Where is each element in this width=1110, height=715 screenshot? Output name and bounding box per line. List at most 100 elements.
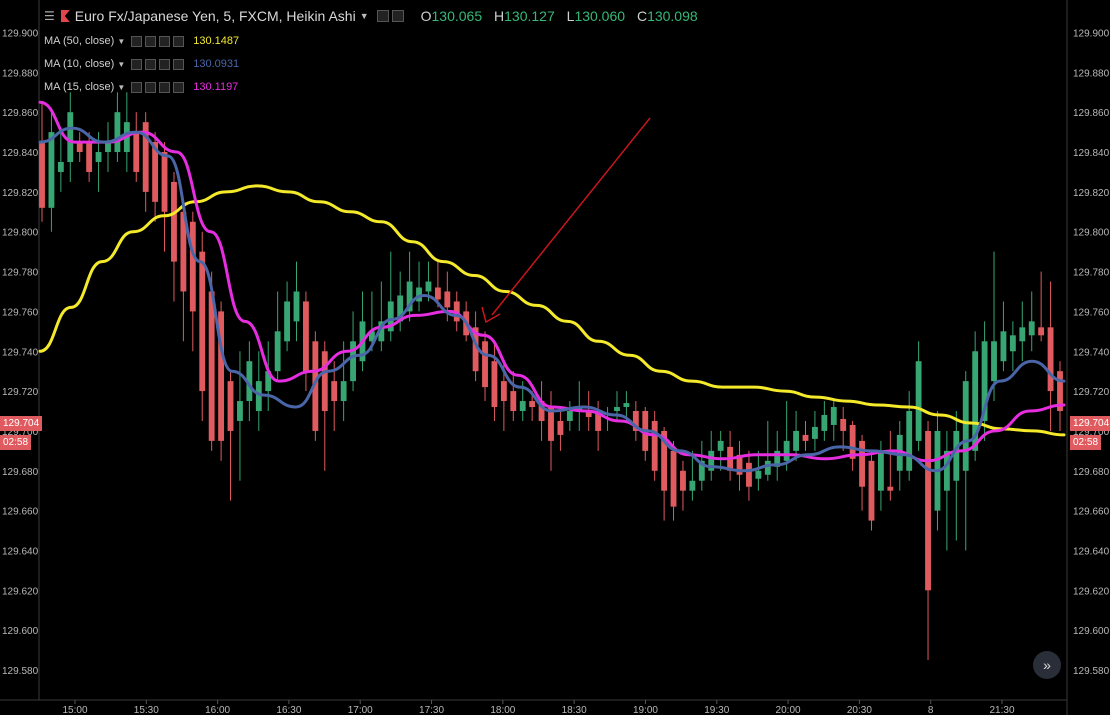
candle-body xyxy=(670,450,677,507)
y-tick-label-left: 129.860 xyxy=(2,108,39,119)
candle-up xyxy=(406,251,413,322)
candle-up xyxy=(812,411,818,451)
candle-body xyxy=(887,486,894,491)
ma15-label[interactable]: MA (15, close) xyxy=(44,81,115,93)
chevron-down-icon[interactable]: ▼ xyxy=(117,82,126,92)
more-icon[interactable] xyxy=(159,58,171,70)
close-icon[interactable] xyxy=(173,81,185,93)
annotation-arrow[interactable] xyxy=(481,117,651,324)
candle-body xyxy=(1047,327,1054,392)
y-tick-label-left: 129.660 xyxy=(2,507,39,518)
candle-body xyxy=(274,331,281,372)
chevron-down-icon[interactable]: ▼ xyxy=(359,11,369,21)
candle-body xyxy=(312,341,319,431)
candle-body xyxy=(434,287,441,300)
symbol-header[interactable]: ☰ Euro Fx/Japanese Yen, 5, FXCM, Heikin … xyxy=(44,8,698,24)
candle-up xyxy=(340,341,347,421)
candle-body xyxy=(529,401,536,408)
close-icon[interactable] xyxy=(391,10,404,22)
y-tick-label-right: 129.580 xyxy=(1073,666,1110,677)
candle-body xyxy=(793,430,799,451)
candle-up xyxy=(255,351,262,431)
candle-body xyxy=(953,430,960,481)
candle-up xyxy=(793,411,799,461)
settings-icon[interactable] xyxy=(145,58,157,70)
ma15-value: 130.1197 xyxy=(193,81,239,93)
y-tick-label-left: 129.840 xyxy=(2,148,39,159)
candle-up xyxy=(265,341,272,412)
candle-up xyxy=(284,281,290,352)
more-icon[interactable] xyxy=(159,35,171,47)
candle-up xyxy=(915,341,922,451)
candle-up xyxy=(1019,301,1026,362)
x-tick-label: 19:30 xyxy=(704,705,729,715)
eye-icon[interactable] xyxy=(131,58,143,70)
candle-down xyxy=(39,102,45,222)
candle-down xyxy=(802,420,809,451)
candle-down xyxy=(189,211,196,352)
symbol-title[interactable]: Euro Fx/Japanese Yen, 5, FXCM, Heikin As… xyxy=(74,8,356,24)
arrow-head xyxy=(481,306,501,324)
candle-up xyxy=(943,430,950,551)
candle-up xyxy=(57,132,64,192)
chevron-down-icon[interactable]: ▼ xyxy=(117,59,126,69)
settings-icon[interactable] xyxy=(145,81,157,93)
ma15-line xyxy=(38,100,1066,463)
candle-up xyxy=(953,411,960,541)
y-tick-label-right: 129.700 xyxy=(1073,427,1110,438)
left-price-axis[interactable]: 129.900 129.880 129.860 129.840 129.820 129.8… xyxy=(2,29,39,678)
close-icon[interactable] xyxy=(173,58,185,70)
eye-icon[interactable] xyxy=(131,81,143,93)
y-tick-label-right: 129.900 xyxy=(1073,29,1110,40)
ma10-label[interactable]: MA (10, close) xyxy=(44,58,115,70)
arrow-shaft xyxy=(491,117,651,316)
candle-up xyxy=(991,251,997,402)
ma50-line xyxy=(38,184,1066,437)
y-tick-label-left: 129.680 xyxy=(2,467,39,478)
x-tick-label: 16:30 xyxy=(276,705,301,715)
candle-body xyxy=(746,462,752,487)
candle-body xyxy=(105,142,111,153)
candle-body xyxy=(519,401,526,412)
candle-body xyxy=(510,391,517,412)
ma10-legend[interactable]: MA (10, close) ▼ 130.0931 xyxy=(44,58,239,70)
candle-body xyxy=(585,411,592,417)
time-axis[interactable]: 15:00 15:30 16:00 16:30 17:00 17:30 18:00 18:30… xyxy=(62,700,1015,715)
settings-icon[interactable] xyxy=(145,35,157,47)
y-tick-label-right: 129.620 xyxy=(1073,586,1110,597)
eye-icon[interactable] xyxy=(131,35,143,47)
candle-down xyxy=(321,341,328,471)
double-chevron-right-icon[interactable]: » xyxy=(1033,651,1061,679)
candle-down xyxy=(86,132,93,182)
candle-body xyxy=(925,430,931,591)
ma15-legend[interactable]: MA (15, close) ▼ 130.1197 xyxy=(44,81,238,93)
candle-down xyxy=(868,450,875,531)
candle-body xyxy=(972,351,979,451)
candle-down xyxy=(632,401,639,441)
y-tick-label-left: 129.620 xyxy=(2,586,39,597)
collapse-icon[interactable]: ☰ xyxy=(44,9,55,23)
candle-body xyxy=(906,411,913,471)
candle-down xyxy=(453,291,460,332)
candle-up xyxy=(755,450,762,491)
candle-body xyxy=(293,291,300,322)
ma50-value: 130.1487 xyxy=(193,35,240,47)
candle-up xyxy=(764,420,771,481)
candle-body xyxy=(1057,371,1063,412)
chevron-down-icon[interactable]: ▼ xyxy=(117,36,126,46)
ma50-legend[interactable]: MA (50, close) ▼ 130.1487 xyxy=(44,35,239,47)
x-tick-label: 17:30 xyxy=(419,705,444,715)
right-price-axis[interactable]: 129.900 129.880 129.860 129.840 129.820 129.8… xyxy=(1073,29,1110,678)
candle-body xyxy=(943,450,950,491)
close-icon[interactable] xyxy=(173,35,185,47)
candle-body xyxy=(416,287,422,302)
y-tick-label-right: 129.760 xyxy=(1073,307,1110,318)
more-icon[interactable] xyxy=(159,81,171,93)
ma50-label[interactable]: MA (50, close) xyxy=(44,35,115,47)
candle-up xyxy=(708,430,715,481)
low-value: 130.060 xyxy=(574,8,626,24)
y-tick-label-right: 129.860 xyxy=(1073,108,1110,119)
settings-icon[interactable] xyxy=(376,10,389,22)
candle-up xyxy=(67,92,74,182)
